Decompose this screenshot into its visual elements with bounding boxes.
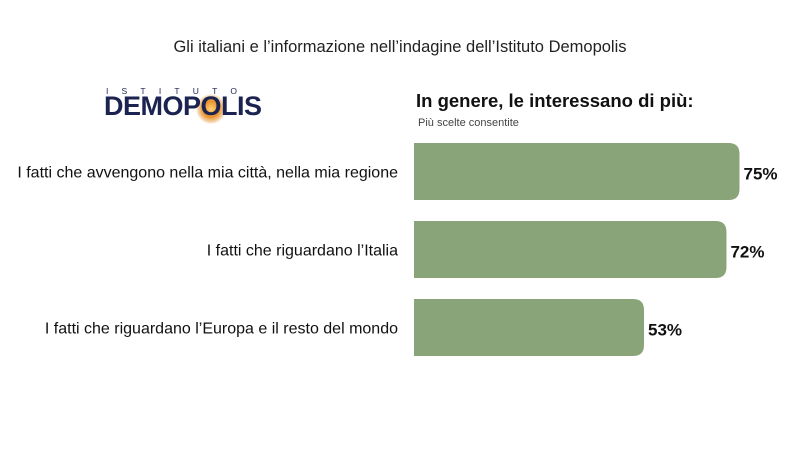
bar-2: [414, 221, 727, 278]
logo-main-text: DEMOPOLIS: [104, 91, 262, 121]
page-title: Gli italiani e l’informazione nell’indag…: [173, 38, 627, 56]
bar-1: [414, 143, 740, 200]
sun-icon: [196, 94, 226, 124]
value-label-2: 72%: [730, 243, 764, 262]
value-label-3: 53%: [648, 321, 682, 340]
chart-title: In genere, le interessano di più:: [416, 90, 694, 111]
logo-upper-text: ISTITUTO: [106, 86, 251, 96]
category-label-1: I fatti che avvengono nella mia città, n…: [17, 165, 398, 182]
category-label-2: I fatti che riguardano l’Italia: [207, 243, 398, 260]
bar-3: [414, 299, 645, 356]
demopolis-logo: ISTITUTO DEMOPOLIS: [104, 86, 318, 124]
value-label-1: 75%: [744, 165, 778, 184]
category-label-3: I fatti che riguardano l’Europa e il res…: [45, 321, 398, 338]
chart-subtitle: Più scelte consentite: [418, 117, 519, 129]
